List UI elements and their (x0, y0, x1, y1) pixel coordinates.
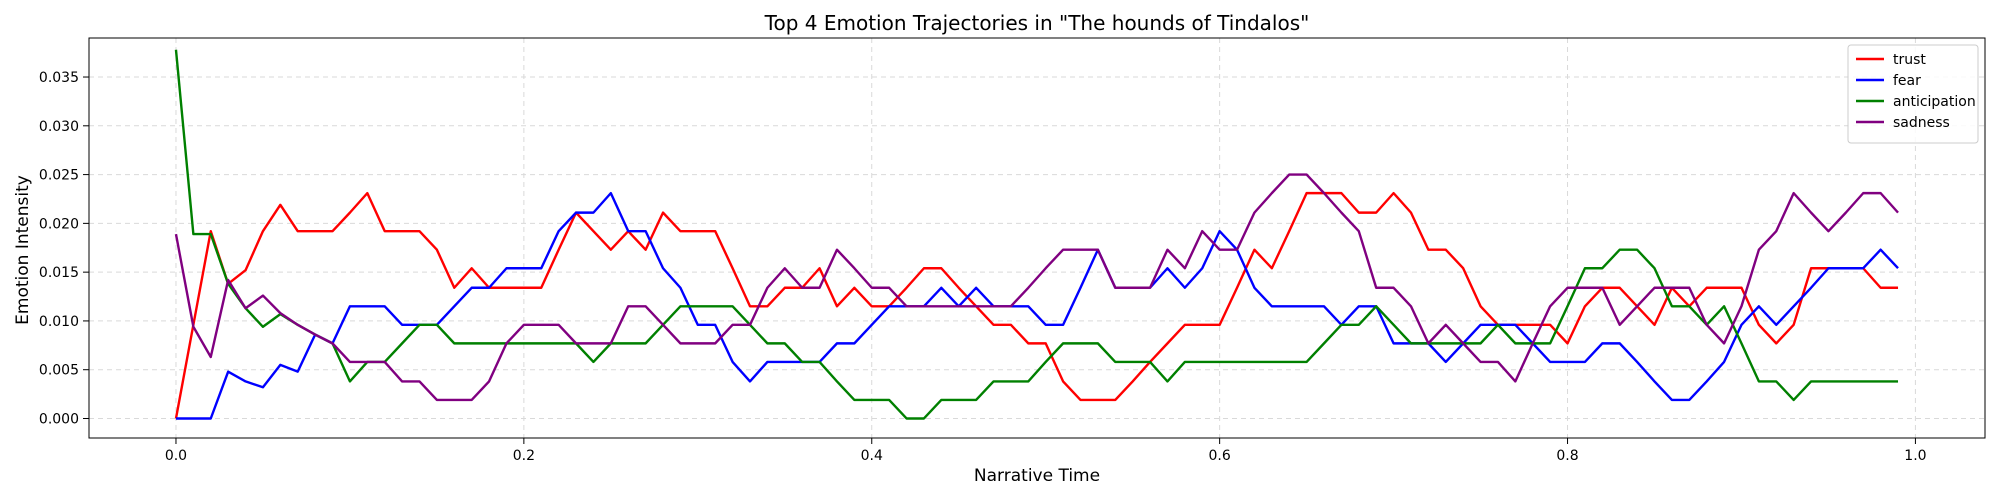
legend-label-anticipation: anticipation (1893, 94, 1976, 110)
y-axis-label: Emotion Intensity (13, 175, 33, 325)
x-tick-label: 0.4 (861, 448, 883, 464)
series-line-sadness (174, 173, 1899, 402)
series-line-trust (174, 191, 1899, 419)
y-ticks: 0.000 0.005 0.010 0.015 0.020 0.025 0.030 0.035 (39, 70, 89, 427)
grid (89, 38, 1985, 438)
legend-label-sadness: sadness (1893, 115, 1950, 131)
series-lines (174, 49, 1899, 420)
x-axis-label: Narrative Time (974, 466, 1100, 486)
legend-box (1847, 44, 1979, 144)
y-tick-label: 0.005 (39, 363, 79, 379)
y-tick-label: 0.015 (39, 265, 79, 281)
legend: trust fear anticipation sadness (1847, 44, 1979, 144)
x-tick-label: 0.6 (1209, 448, 1231, 464)
y-tick-label: 0.000 (39, 411, 79, 427)
legend-label-fear: fear (1893, 73, 1921, 89)
y-tick-label: 0.025 (39, 168, 79, 184)
y-tick-label: 0.010 (39, 314, 79, 330)
x-tick-label: 0.2 (513, 448, 535, 464)
series-line-anticipation (174, 49, 1899, 420)
y-tick-label: 0.035 (39, 70, 79, 86)
x-tick-label: 0.8 (1556, 448, 1578, 464)
y-tick-label: 0.030 (39, 119, 79, 135)
x-tick-label: 1.0 (1904, 448, 1926, 464)
legend-label-trust: trust (1893, 52, 1926, 68)
x-tick-label: 0.0 (165, 448, 187, 464)
plot-frame (88, 37, 1986, 439)
chart-title: Top 4 Emotion Trajectories in "The hound… (764, 11, 1310, 35)
series-line-fear (175, 191, 1899, 420)
x-ticks: 0.0 0.2 0.4 0.6 0.8 1.0 (165, 438, 1927, 464)
y-tick-label: 0.020 (39, 216, 79, 232)
